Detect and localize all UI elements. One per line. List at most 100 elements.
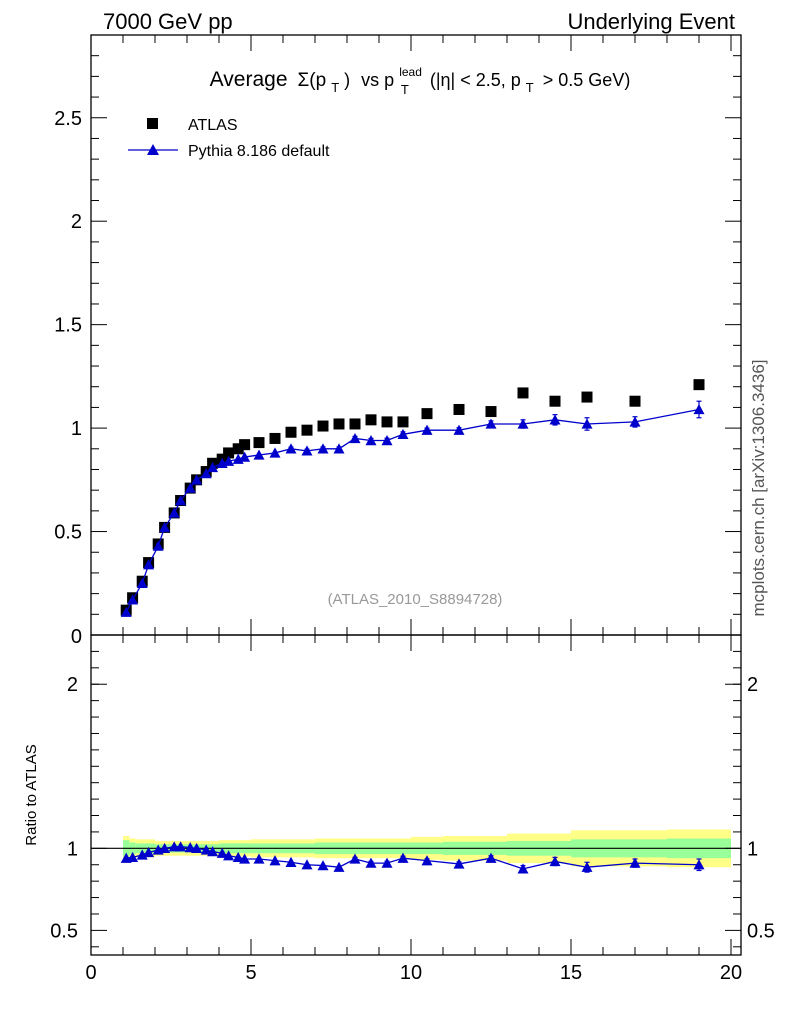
pythia-point — [333, 443, 345, 454]
main-y-tick-label: 1.5 — [54, 315, 82, 337]
atlas-point — [333, 418, 345, 430]
x-tick-label: 0 — [85, 962, 96, 984]
atlas-point — [239, 439, 251, 451]
title-sub-t3: T — [526, 80, 534, 95]
atlas-point — [232, 443, 244, 455]
legend-label-pythia: Pythia 8.186 default — [188, 143, 330, 160]
ratio-point — [269, 855, 281, 866]
legend-marker-pythia — [147, 144, 159, 155]
title-close: ) — [344, 70, 350, 90]
pythia-point — [285, 443, 297, 454]
ratio-point — [421, 855, 433, 866]
x-tick-label: 10 — [400, 962, 422, 984]
ratio-point — [349, 853, 361, 864]
atlas-point — [349, 418, 361, 430]
x-tick-label: 15 — [560, 962, 582, 984]
ratio-y-tick-label-right: 0.5 — [747, 920, 775, 942]
title-cut1: (|η| < 2.5, p — [430, 70, 521, 90]
ratio-point — [207, 846, 219, 857]
pythia-point — [127, 594, 139, 605]
legend-marker-atlas — [147, 118, 158, 129]
data-marks — [120, 379, 705, 874]
main-y-tick-label: 2 — [71, 211, 82, 233]
ratio-point — [549, 855, 561, 867]
pythia-point — [239, 451, 251, 462]
ratio-point — [693, 859, 705, 870]
ratio-y-tick-label-right: 2 — [747, 674, 758, 696]
watermark: (ATLAS_2010_S8894728) — [328, 591, 503, 608]
pythia-point — [159, 521, 171, 533]
atlas-point — [517, 387, 529, 399]
ratio-point — [365, 857, 377, 868]
title-average: Average — [210, 68, 288, 91]
pythia-point — [549, 414, 561, 425]
atlas-point — [453, 403, 465, 415]
ratio-point — [253, 853, 265, 864]
ratio-plot-frame — [90, 634, 742, 956]
ratio-point — [175, 841, 187, 852]
ratio-point — [285, 856, 297, 867]
pythia-point — [381, 435, 393, 446]
axes: 0.511.522.500.5 0.51 12 20 5 10 15 20 — [50, 35, 775, 984]
ratio-point — [200, 844, 212, 855]
ratio-point — [333, 861, 345, 872]
main-y-tick-label: 2.5 — [54, 108, 82, 130]
ratio-y-tick-label-left: 2 — [67, 674, 78, 696]
pythia-point — [317, 443, 329, 454]
pythia-point — [581, 418, 593, 429]
ratio-point — [581, 861, 593, 872]
atlas-point — [301, 424, 313, 436]
title-sup-lead: lead — [399, 65, 422, 79]
ratio-point — [239, 853, 251, 864]
ratio-point — [127, 851, 139, 863]
ratio-y-label: Ratio to ATLAS — [23, 744, 40, 845]
main-y-zero-label: 0 — [71, 626, 82, 648]
ratio-point — [397, 852, 409, 863]
x-tick-label: 20 — [720, 962, 742, 984]
ratio-point — [485, 852, 497, 863]
ratio-point — [453, 858, 465, 869]
atlas-point — [421, 408, 433, 420]
pythia-point — [629, 416, 641, 427]
ratio-line — [126, 846, 700, 870]
atlas-point — [397, 416, 409, 428]
atlas-point — [549, 395, 561, 407]
atlas-point — [317, 420, 329, 432]
title-vs: vs p — [361, 70, 394, 90]
ratio-point — [629, 857, 641, 868]
pythia-point — [693, 403, 705, 415]
atlas-point — [223, 447, 235, 459]
pythia-point — [143, 559, 155, 570]
ratio-y-tick-label-left: 1 — [67, 838, 78, 860]
pythia-line — [125, 408, 700, 613]
atlas-point — [269, 432, 281, 444]
atlas-point — [485, 406, 497, 418]
atlas-point — [285, 426, 297, 438]
x-tick-label: 5 — [245, 962, 256, 984]
main-y-tick-label: 1 — [71, 418, 82, 440]
legend: ATLAS Pythia 8.186 default — [128, 117, 330, 160]
pythia-point — [269, 447, 281, 458]
ratio-point — [381, 857, 393, 868]
atlas-point — [253, 437, 265, 449]
pythia-point — [152, 540, 164, 551]
header-left: 7000 GeV pp — [103, 9, 233, 34]
main-title: Average Σ(p T ) vs p lead T (|η| < 2.5, … — [210, 60, 631, 98]
pythia-point — [517, 418, 529, 429]
atlas-point — [381, 416, 393, 428]
pythia-point — [223, 455, 235, 466]
title-sub-t1: T — [331, 80, 339, 95]
pythia-point — [453, 424, 465, 435]
pythia-point — [301, 445, 313, 456]
atlas-point — [693, 379, 705, 391]
pythia-point — [485, 418, 497, 429]
atlas-point — [629, 395, 641, 407]
pythia-point — [349, 432, 361, 444]
pythia-point — [120, 606, 132, 617]
pythia-point — [175, 495, 187, 506]
pythia-point — [184, 482, 196, 493]
legend-label-atlas: ATLAS — [188, 117, 238, 134]
title-sub-t2: T — [401, 82, 409, 97]
ratio-point — [143, 846, 155, 858]
